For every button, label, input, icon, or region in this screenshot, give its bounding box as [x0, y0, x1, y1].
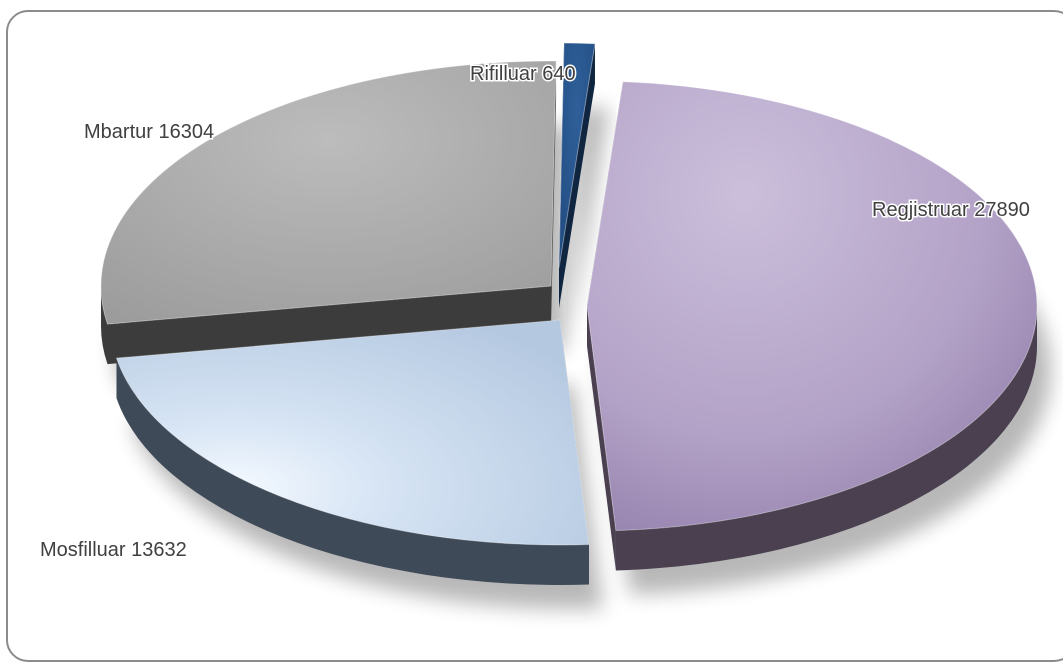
data-label-mosfilluar: Mosfilluar 13632 — [40, 539, 187, 561]
slice-face-mbartur-end — [551, 61, 557, 327]
slice-face-rifilluar-end — [559, 43, 595, 309]
slice-mbartur[interactable] — [100, 60, 557, 325]
slice-side-regjistruar — [615, 306, 1037, 571]
slice-rifilluar[interactable] — [558, 42, 596, 269]
slice-side-mosfilluar — [116, 358, 589, 585]
slice-regjistruar[interactable] — [586, 81, 1038, 532]
data-label-mbartur: Mbartur 16304 — [84, 121, 214, 143]
slice-face-regjistruar-end — [587, 306, 616, 571]
slice-mosfilluar[interactable] — [115, 319, 590, 546]
slice-face-mbartur-start — [107, 286, 552, 365]
slice-side-mbartur — [101, 286, 108, 365]
data-label-rifilluar: Rifilluar 640 — [470, 63, 576, 85]
data-label-regjistruar: Regjistruar 27890 — [872, 199, 1030, 221]
